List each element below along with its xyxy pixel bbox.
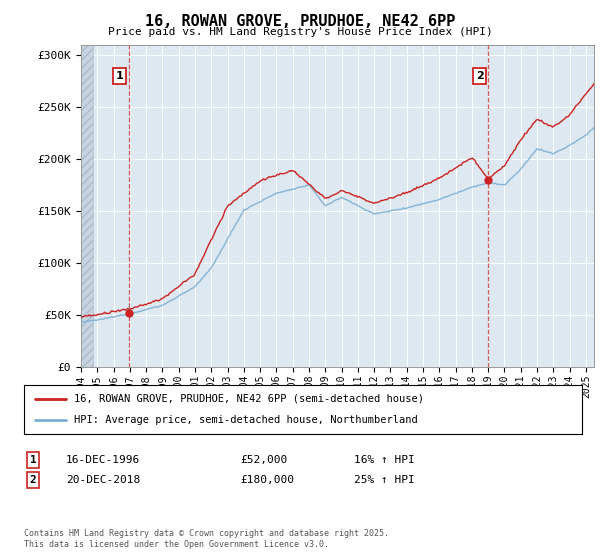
Text: £180,000: £180,000: [240, 475, 294, 485]
Bar: [81, 45, 93, 367]
Text: HPI: Average price, semi-detached house, Northumberland: HPI: Average price, semi-detached house,…: [74, 415, 418, 425]
Text: 1: 1: [116, 71, 124, 81]
Text: Contains HM Land Registry data © Crown copyright and database right 2025.
This d: Contains HM Land Registry data © Crown c…: [24, 529, 389, 549]
Text: 2: 2: [29, 475, 37, 485]
Text: 16, ROWAN GROVE, PRUDHOE, NE42 6PP (semi-detached house): 16, ROWAN GROVE, PRUDHOE, NE42 6PP (semi…: [74, 394, 424, 404]
Text: Price paid vs. HM Land Registry's House Price Index (HPI): Price paid vs. HM Land Registry's House …: [107, 27, 493, 37]
Text: 20-DEC-2018: 20-DEC-2018: [66, 475, 140, 485]
Text: 16-DEC-1996: 16-DEC-1996: [66, 455, 140, 465]
Text: 25% ↑ HPI: 25% ↑ HPI: [354, 475, 415, 485]
Text: 2: 2: [476, 71, 484, 81]
Text: 16% ↑ HPI: 16% ↑ HPI: [354, 455, 415, 465]
Text: 16, ROWAN GROVE, PRUDHOE, NE42 6PP: 16, ROWAN GROVE, PRUDHOE, NE42 6PP: [145, 14, 455, 29]
Text: 1: 1: [29, 455, 37, 465]
Text: £52,000: £52,000: [240, 455, 287, 465]
